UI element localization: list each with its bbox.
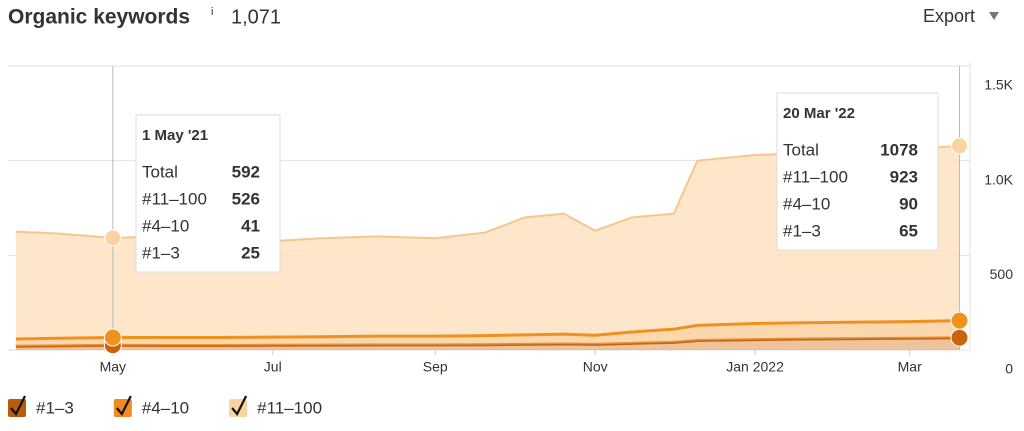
tooltip-value: 592: [232, 162, 260, 181]
keyword-count: 1,071: [231, 6, 281, 28]
legend-check: [231, 395, 248, 416]
legend-label: #4–10: [142, 398, 189, 417]
tooltip-label: #4–10: [783, 194, 830, 213]
tooltip-label: #11–100: [142, 189, 207, 208]
legend-check: [115, 395, 132, 416]
line: [15, 319, 960, 341]
y-tick-label: 0: [1005, 361, 1013, 377]
tooltip-value: 923: [890, 167, 918, 186]
legend-label: #11–100: [257, 398, 322, 417]
tooltip-label: #4–10: [142, 216, 189, 235]
hover-dot: [950, 311, 969, 330]
y-tick-label: 500: [990, 266, 1014, 282]
tooltip: [135, 114, 281, 273]
legend-check: [10, 395, 26, 416]
tooltip-label: #11–100: [783, 167, 848, 186]
title: Organic keywords: [8, 6, 190, 29]
hover-dot: [104, 229, 122, 247]
tooltip-label: Total: [142, 162, 178, 181]
tooltip: [776, 92, 939, 251]
tooltip-value: 526: [232, 189, 260, 208]
tooltip-label: Total: [783, 140, 819, 159]
tooltip-label: #1–3: [783, 221, 821, 240]
x-tick-label: Sep: [423, 359, 448, 375]
tooltip-label: #1–3: [142, 243, 180, 262]
legend-item[interactable]: #4–10: [113, 395, 189, 417]
x-tick-label: Jan 2022: [726, 359, 784, 375]
tooltip-value: 90: [899, 194, 918, 213]
area: [15, 145, 960, 340]
tooltip-date: 20 Mar '22: [783, 105, 855, 122]
tooltip-value: 41: [241, 216, 260, 235]
tooltip-value: 25: [241, 243, 260, 262]
x-tick-label: Jul: [264, 359, 282, 375]
x-tick-label: May: [100, 359, 126, 375]
export-button[interactable]: Export: [923, 6, 975, 26]
y-tick-label: 1.5K: [984, 77, 1013, 93]
tooltip-value: 1078: [880, 140, 918, 159]
hover-dot: [103, 328, 122, 347]
x-tick-label: Mar: [898, 359, 922, 375]
area: [15, 320, 960, 347]
hover-dot: [950, 328, 969, 347]
legend-label: #1–3: [36, 398, 74, 417]
legend-item[interactable]: #11–100: [229, 395, 322, 417]
info-icon[interactable]: i: [211, 6, 213, 18]
tooltip-date: 1 May '21: [142, 127, 208, 144]
legend-item[interactable]: #1–3: [8, 395, 74, 417]
export-caret[interactable]: [989, 12, 999, 20]
tooltip-value: 65: [899, 221, 918, 240]
y-tick-label: 1.0K: [984, 171, 1013, 187]
hover-dot: [951, 137, 969, 155]
x-tick-label: Nov: [583, 359, 608, 375]
